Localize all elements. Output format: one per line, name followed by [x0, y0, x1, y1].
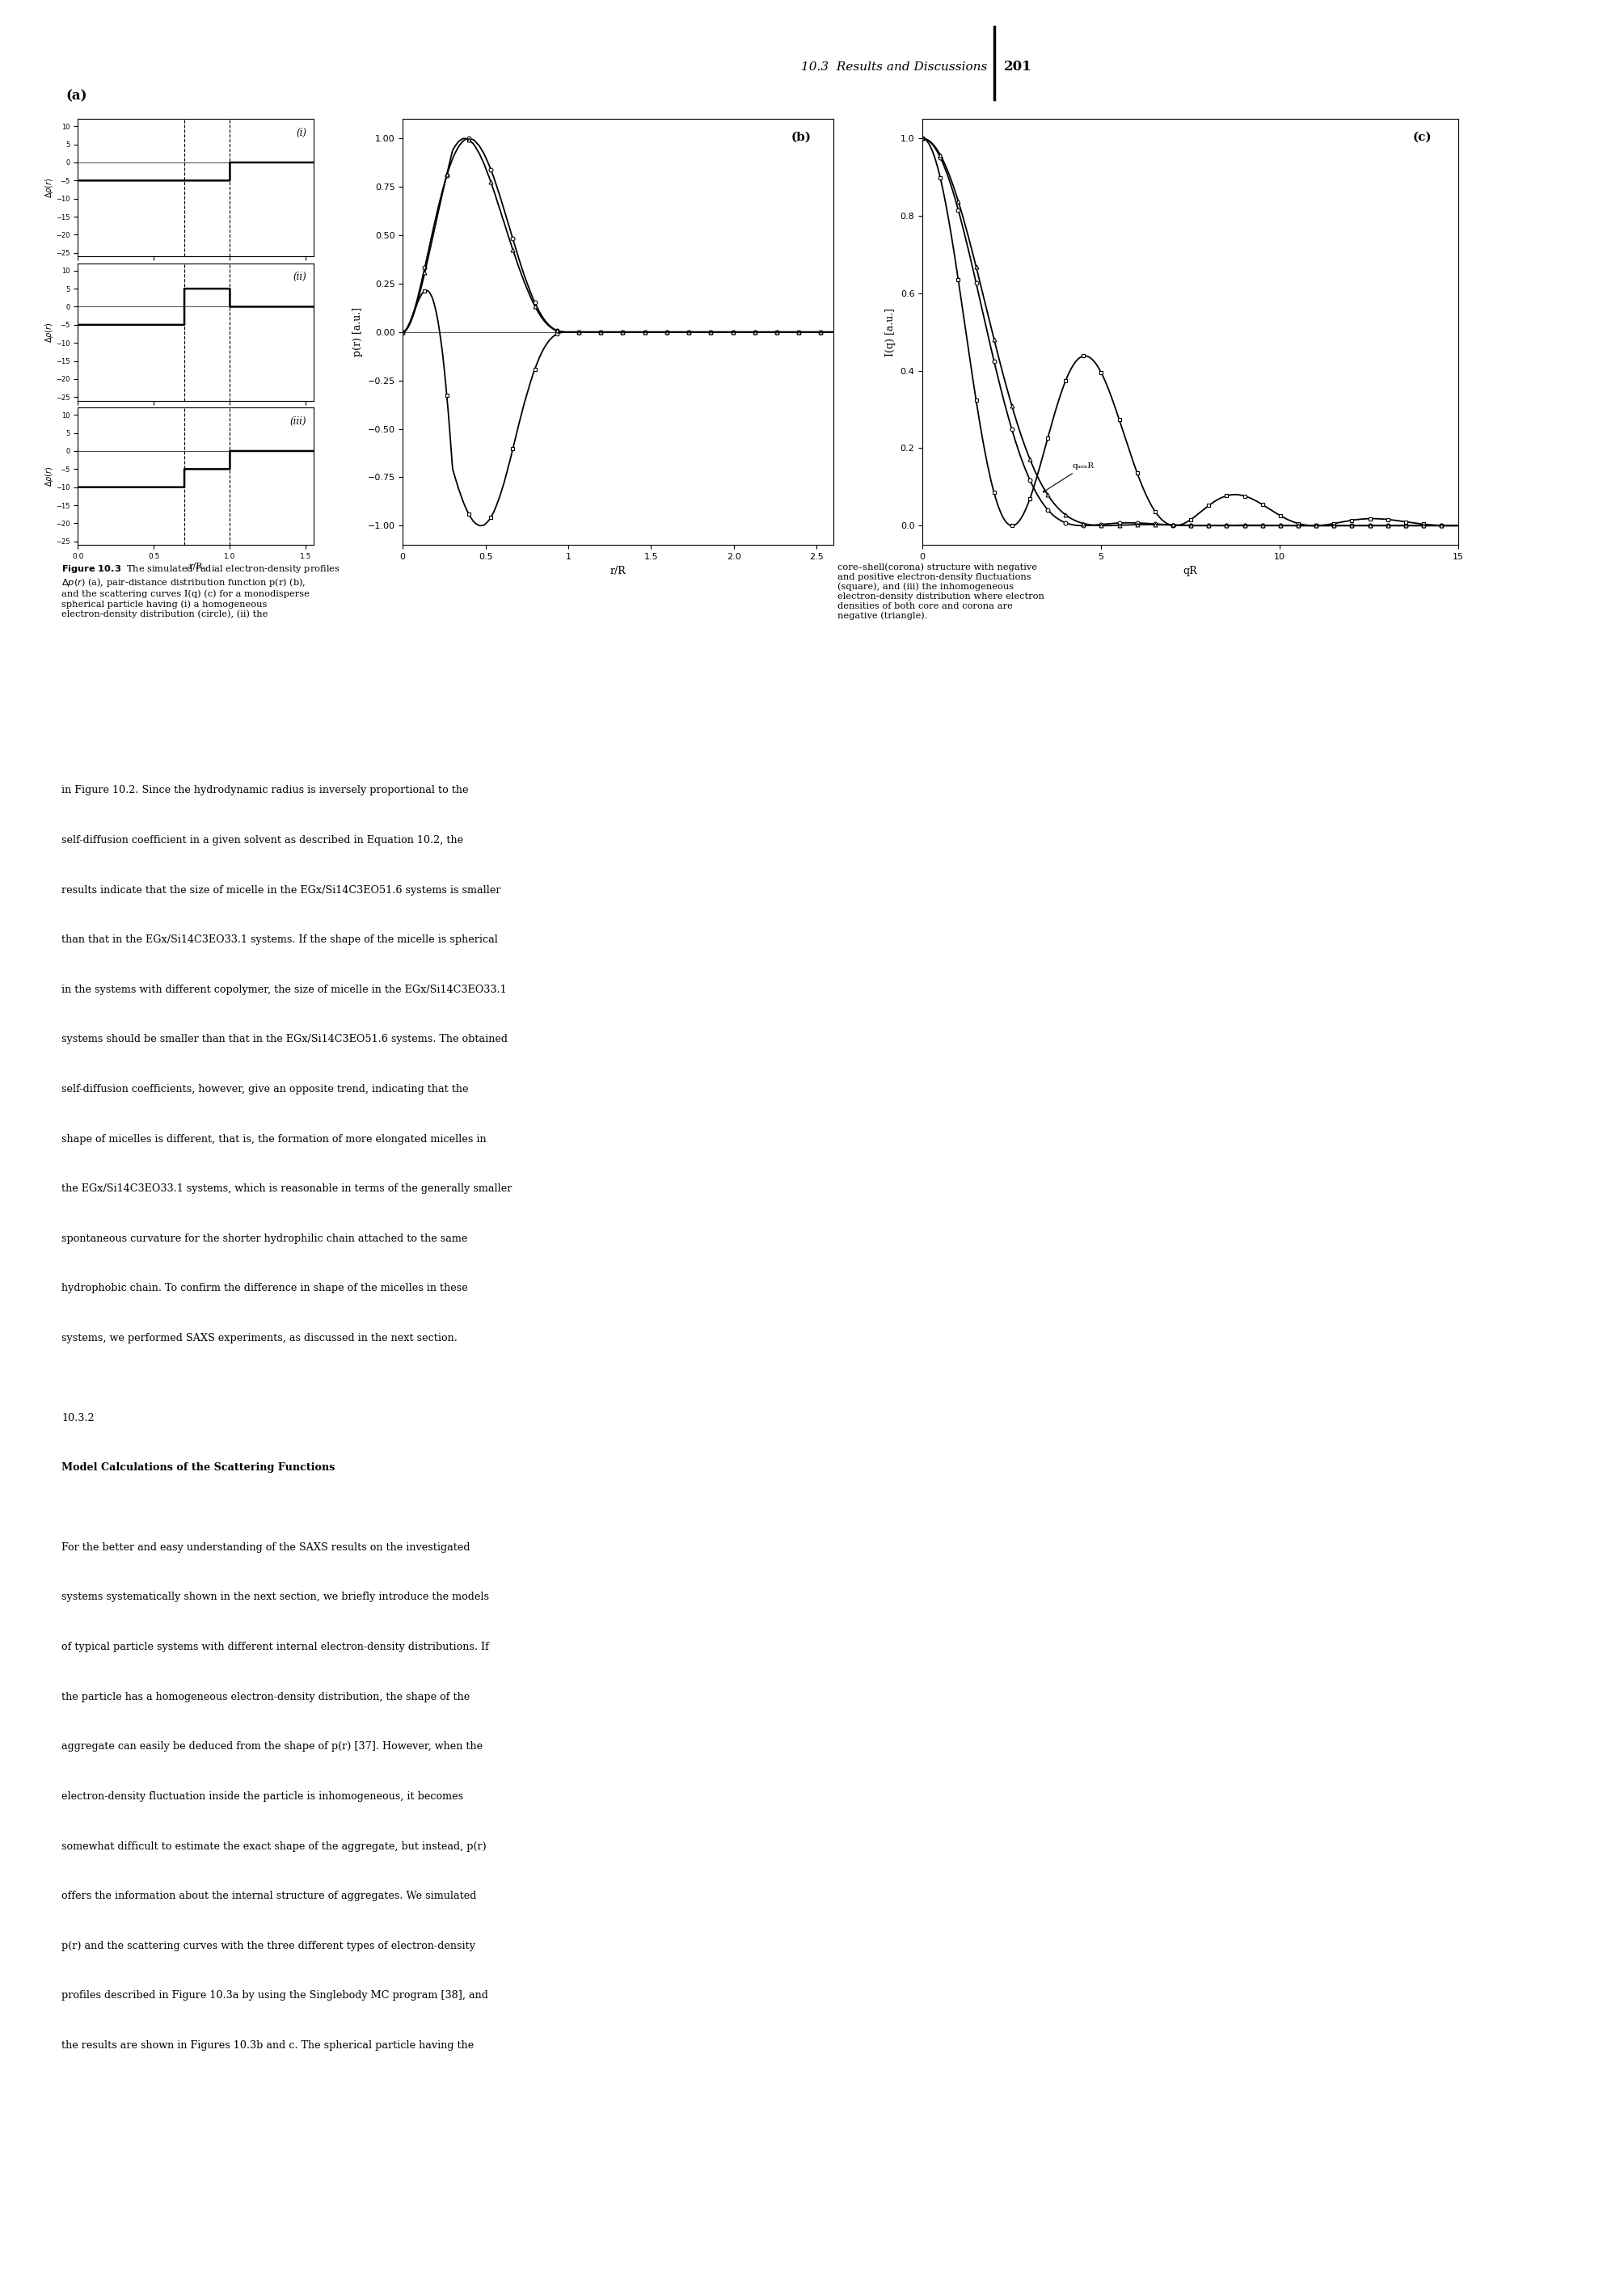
- Text: aggregate can easily be deduced from the shape of p(r) [37]. However, when the: aggregate can easily be deduced from the…: [62, 1740, 482, 1752]
- Text: (iii): (iii): [289, 417, 307, 426]
- Text: (c): (c): [1413, 133, 1432, 144]
- Text: than that in the EGx/Si14C3EO33.1 systems. If the shape of the micelle is spheri: than that in the EGx/Si14C3EO33.1 system…: [62, 934, 499, 946]
- Text: the EGx/Si14C3EO33.1 systems, which is reasonable in terms of the generally smal: the EGx/Si14C3EO33.1 systems, which is r…: [62, 1184, 512, 1193]
- Text: (a): (a): [67, 89, 88, 103]
- Text: systems systematically shown in the next section, we briefly introduce the model: systems systematically shown in the next…: [62, 1592, 489, 1603]
- Text: (i): (i): [296, 128, 307, 137]
- Text: of typical particle systems with different internal electron-density distributio: of typical particle systems with differe…: [62, 1642, 489, 1653]
- X-axis label: qR: qR: [1184, 566, 1197, 577]
- Text: For the better and easy understanding of the SAXS results on the investigated: For the better and easy understanding of…: [62, 1541, 471, 1553]
- Text: (ii): (ii): [292, 273, 307, 282]
- Text: (b): (b): [791, 133, 812, 144]
- Text: spontaneous curvature for the shorter hydrophilic chain attached to the same: spontaneous curvature for the shorter hy…: [62, 1234, 468, 1243]
- Text: qₘᵢₙR: qₘᵢₙR: [1043, 463, 1095, 492]
- Y-axis label: I(q) [a.u.]: I(q) [a.u.]: [885, 307, 896, 357]
- Text: the particle has a homogeneous electron-density distribution, the shape of the: the particle has a homogeneous electron-…: [62, 1692, 469, 1701]
- Text: offers the information about the internal structure of aggregates. We simulated: offers the information about the interna…: [62, 1892, 477, 1901]
- Text: self-diffusion coefficients, however, give an opposite trend, indicating that th: self-diffusion coefficients, however, gi…: [62, 1083, 469, 1095]
- Text: in the systems with different copolymer, the size of micelle in the EGx/Si14C3EO: in the systems with different copolymer,…: [62, 985, 507, 994]
- Text: 201: 201: [1004, 60, 1031, 73]
- Text: hydrophobic chain. To confirm the difference in shape of the micelles in these: hydrophobic chain. To confirm the differ…: [62, 1282, 468, 1294]
- Text: shape of micelles is different, that is, the formation of more elongated micelle: shape of micelles is different, that is,…: [62, 1134, 487, 1145]
- X-axis label: r/R: r/R: [188, 563, 203, 570]
- Text: in Figure 10.2. Since the hydrodynamic radius is inversely proportional to the: in Figure 10.2. Since the hydrodynamic r…: [62, 785, 469, 795]
- X-axis label: r/R: r/R: [611, 566, 625, 577]
- Text: results indicate that the size of micelle in the EGx/Si14C3EO51.6 systems is sma: results indicate that the size of micell…: [62, 884, 502, 895]
- Text: core–shell(corona) structure with negative
and positive electron-density fluctua: core–shell(corona) structure with negati…: [838, 563, 1044, 621]
- Y-axis label: $\Delta\rho(r)$: $\Delta\rho(r)$: [44, 465, 55, 488]
- Text: self-diffusion coefficient in a given solvent as described in Equation 10.2, the: self-diffusion coefficient in a given so…: [62, 836, 463, 845]
- Text: the results are shown in Figures 10.3b and c. The spherical particle having the: the results are shown in Figures 10.3b a…: [62, 2040, 474, 2052]
- Text: 10.3.2: 10.3.2: [62, 1413, 94, 1422]
- Text: systems should be smaller than that in the EGx/Si14C3EO51.6 systems. The obtaine: systems should be smaller than that in t…: [62, 1035, 508, 1044]
- Text: p(r) and the scattering curves with the three different types of electron-densit: p(r) and the scattering curves with the …: [62, 1940, 476, 1951]
- Text: electron-density fluctuation inside the particle is inhomogeneous, it becomes: electron-density fluctuation inside the …: [62, 1791, 463, 1802]
- Text: systems, we performed SAXS experiments, as discussed in the next section.: systems, we performed SAXS experiments, …: [62, 1333, 458, 1344]
- Text: profiles described in Figure 10.3a by using the Singlebody MC program [38], and: profiles described in Figure 10.3a by us…: [62, 1990, 489, 2001]
- Y-axis label: $\Delta\rho(r)$: $\Delta\rho(r)$: [44, 176, 55, 199]
- Text: somewhat difficult to estimate the exact shape of the aggregate, but instead, p(: somewhat difficult to estimate the exact…: [62, 1841, 487, 1853]
- Text: 10.3  Results and Discussions: 10.3 Results and Discussions: [801, 62, 987, 73]
- Text: $\mathbf{Figure\ 10.3}$  The simulated radial electron-density profiles
$\Delta : $\mathbf{Figure\ 10.3}$ The simulated ra…: [62, 563, 341, 618]
- Y-axis label: $\Delta\rho(r)$: $\Delta\rho(r)$: [44, 321, 55, 344]
- Text: Model Calculations of the Scattering Functions: Model Calculations of the Scattering Fun…: [62, 1463, 335, 1472]
- Y-axis label: p(r) [a.u.]: p(r) [a.u.]: [352, 307, 362, 357]
